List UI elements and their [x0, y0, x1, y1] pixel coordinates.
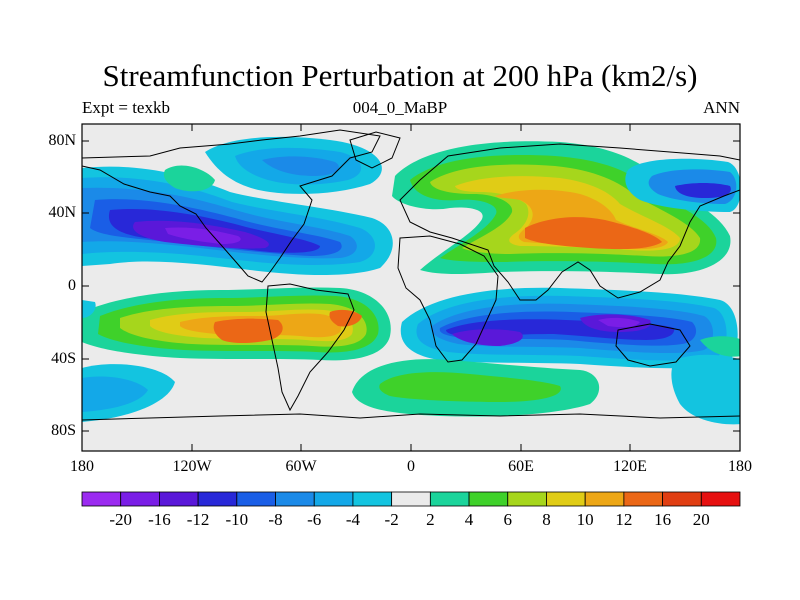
contour-fill-layer [82, 124, 740, 451]
colorbar-label: -6 [307, 510, 322, 529]
colorbar-box-6 [313, 491, 354, 507]
colorbar [81, 491, 741, 507]
negative-blob-west-edge [82, 300, 96, 318]
lat-label-80n: 80N [48, 132, 76, 149]
lon-label-120e: 120E [613, 458, 647, 475]
lat-label-40n: 40N [48, 204, 76, 221]
coastline-south-america [265, 283, 355, 412]
colorbar-box-9 [429, 491, 470, 507]
colorbar-box-4 [236, 491, 276, 507]
coastline-north-america [82, 129, 381, 283]
colorbar-box-5 [275, 491, 315, 507]
lon-label-120w: 120W [172, 458, 212, 475]
colorbar-box-16 [700, 491, 741, 507]
period-label: ANN [703, 98, 740, 117]
negative-region-southern [400, 287, 738, 369]
colorbar-label: 2 [426, 510, 435, 529]
colorbar-label: 8 [542, 510, 551, 529]
colorbar-box-11 [507, 491, 547, 507]
colorbar-label: 20 [692, 510, 710, 529]
negative-region-arctic [205, 136, 382, 194]
positive-region-southern-ocean [352, 336, 740, 417]
negative-blob-southeast [671, 354, 740, 425]
experiment-label: Expt = texkb [82, 98, 170, 117]
negative-region-north-pacific [625, 158, 740, 212]
positive-region-south-america [82, 287, 391, 361]
coastline-africa [397, 235, 499, 363]
lat-label-80s: 80S [51, 422, 76, 439]
colorbar-label: 12 [615, 510, 633, 529]
colorbar-box-2 [159, 491, 199, 507]
colorbar-box-1 [120, 491, 160, 507]
axis-ticks [81, 124, 741, 451]
map-title: Streamfunction Perturbation at 200 hPa (… [102, 58, 698, 93]
coastline-antarctica [82, 413, 740, 421]
colorbar-box-10 [468, 491, 509, 507]
colorbar-label: -12 [186, 510, 210, 529]
colorbar-box-14 [623, 491, 663, 507]
colorbar-box-15 [662, 491, 702, 507]
colorbar-label: 10 [576, 510, 594, 529]
lon-label-180e: 180 [728, 458, 752, 475]
lat-label-40s: 40S [51, 350, 76, 367]
lat-label-equator: 0 [68, 277, 76, 294]
colorbar-box-0 [81, 491, 122, 507]
lon-label-180w: 180 [70, 458, 94, 475]
colorbar-label: -2 [384, 510, 399, 529]
coastline-outlines [82, 129, 740, 421]
colorbar-box-7 [352, 491, 393, 507]
case-label: 004_0_MaBP [352, 98, 448, 117]
colorbar-label: 4 [464, 510, 474, 529]
colorbar-box-12 [546, 491, 586, 507]
colorbar-label: 16 [654, 510, 672, 529]
colorbar-label: -8 [268, 510, 283, 529]
positive-blob-northwest [163, 165, 215, 192]
colorbar-box-3 [197, 491, 238, 507]
colorbar-label: 6 [503, 510, 513, 529]
lon-label-60w: 60W [285, 458, 317, 475]
lon-label-60e: 60E [508, 458, 534, 475]
colorbar-label: -10 [225, 510, 249, 529]
lon-label-0: 0 [407, 458, 415, 475]
negative-region-north-america [82, 166, 393, 275]
colorbar-label: -4 [345, 510, 361, 529]
colorbar-box-13 [584, 491, 625, 507]
coastline-eurasia [399, 143, 740, 301]
negative-blob-southwest-core [82, 376, 148, 412]
colorbar-label: -20 [109, 510, 133, 529]
colorbar-box-8 [391, 491, 431, 507]
coastline-greenland [349, 131, 401, 169]
colorbar-label: -16 [148, 510, 171, 529]
coastline-australia [615, 323, 691, 367]
